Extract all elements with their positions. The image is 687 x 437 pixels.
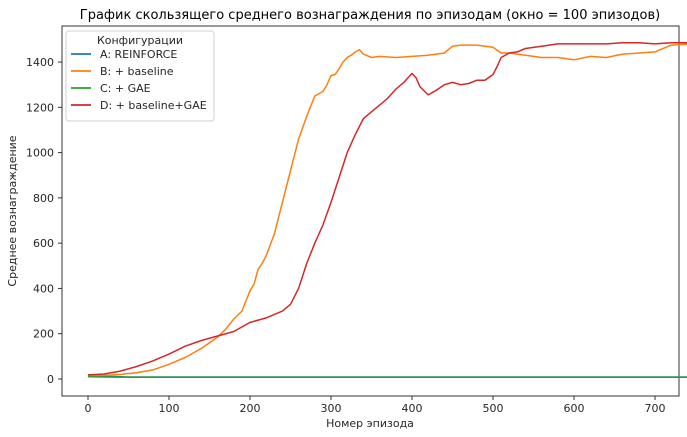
x-tick-label: 700 bbox=[645, 402, 666, 415]
legend-items: A: REINFORCE B: + baseline C: + GAE D: + ba… bbox=[71, 48, 207, 112]
x-axis-label: Номер эпизода bbox=[326, 417, 414, 430]
chart-title: График скользящего среднего вознагражден… bbox=[80, 8, 660, 23]
series-line-1 bbox=[87, 43, 687, 377]
legend-entry: D: + baseline+GAE bbox=[100, 99, 207, 112]
legend-entry: C: + GAE bbox=[100, 82, 151, 95]
legend-entry: A: REINFORCE bbox=[100, 48, 177, 61]
y-axis: 0 200 400 600 800 1000 1200 1400 bbox=[26, 56, 62, 386]
y-tick-label: 200 bbox=[33, 328, 54, 341]
x-tick-label: 100 bbox=[159, 402, 180, 415]
legend: Конфигурации A: REINFORCE B: + baseline C:… bbox=[65, 30, 215, 122]
legend-entry: B: + baseline bbox=[100, 65, 174, 78]
y-tick-label: 400 bbox=[33, 282, 54, 295]
series-layer bbox=[87, 42, 687, 378]
y-axis-label: Среднее вознаграждение bbox=[6, 135, 19, 286]
y-tick-label: 0 bbox=[47, 373, 54, 386]
x-tick-label: 0 bbox=[85, 402, 92, 415]
x-tick-label: 600 bbox=[564, 402, 585, 415]
series-line-3 bbox=[87, 42, 687, 376]
y-tick-label: 1400 bbox=[26, 56, 54, 69]
x-tick-label: 500 bbox=[483, 402, 504, 415]
y-tick-label: 1200 bbox=[26, 101, 54, 114]
x-tick-label: 300 bbox=[321, 402, 342, 415]
legend-box bbox=[65, 30, 215, 122]
y-tick-label: 600 bbox=[33, 237, 54, 250]
legend-title: Конфигурации bbox=[97, 34, 183, 47]
series-line-2 bbox=[87, 375, 687, 378]
y-tick-label: 800 bbox=[33, 192, 54, 205]
x-tick-label: 200 bbox=[240, 402, 261, 415]
x-axis: 0 100 200 300 400 500 600 700 bbox=[85, 396, 666, 415]
x-tick-label: 400 bbox=[402, 402, 423, 415]
y-tick-label: 1000 bbox=[26, 147, 54, 160]
